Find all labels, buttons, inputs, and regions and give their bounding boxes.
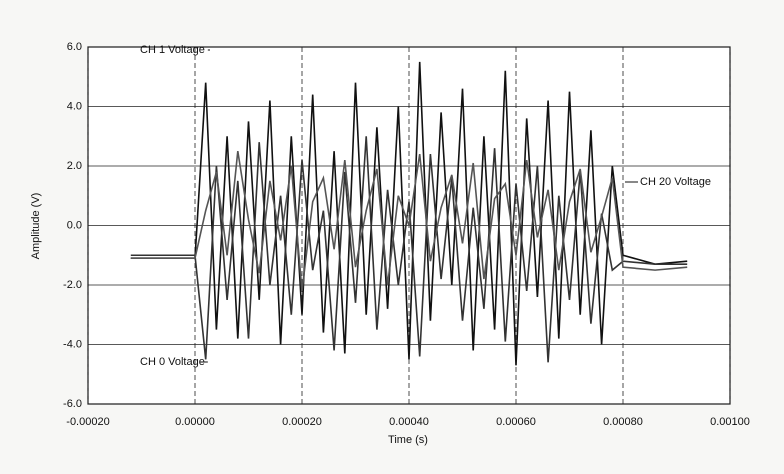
- y-axis-label: Amplitude (V): [30, 193, 42, 260]
- x-tick-label: 0.00020: [282, 416, 322, 428]
- x-tick-label: 0.00000: [175, 416, 215, 428]
- y-tick-label: 4.0: [67, 100, 82, 112]
- x-tick-label: 0.00080: [603, 416, 643, 428]
- y-tick-label: 2.0: [67, 160, 82, 172]
- series-label: CH 1 Voltage: [140, 44, 205, 56]
- y-tick-label: -2.0: [63, 279, 82, 291]
- series-label: CH 0 Voltage: [140, 356, 205, 368]
- x-tick-label: 0.00100: [710, 416, 750, 428]
- y-tick-label: 0.0: [67, 219, 82, 231]
- x-axis-label: Time (s): [388, 434, 428, 446]
- x-tick-label: 0.00060: [496, 416, 536, 428]
- series-line: [130, 61, 688, 366]
- x-tick-label: -0.00020: [66, 416, 109, 428]
- series-label: CH 20 Voltage: [640, 176, 711, 188]
- series-line: [130, 136, 688, 363]
- y-tick-label: -6.0: [63, 398, 82, 410]
- y-tick-label: -4.0: [63, 338, 82, 350]
- series-line: [130, 151, 688, 292]
- x-tick-label: 0.00040: [389, 416, 429, 428]
- y-tick-label: 6.0: [67, 41, 82, 53]
